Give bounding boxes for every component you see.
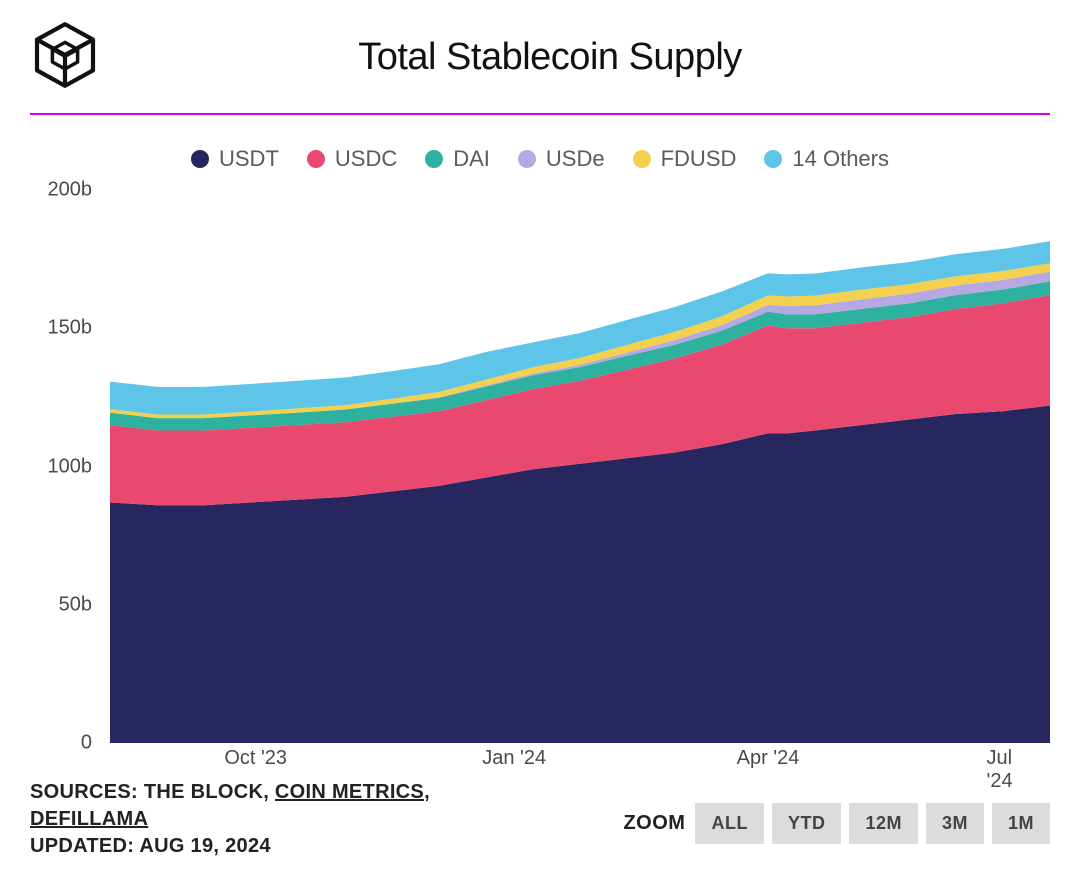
legend-item-others[interactable]: 14 Others bbox=[764, 146, 889, 172]
legend-swatch bbox=[633, 150, 651, 168]
plot-area[interactable] bbox=[110, 190, 1050, 743]
source-plain: THE BLOCK, bbox=[144, 781, 275, 803]
source-link-defillama[interactable]: DEFILLAMA bbox=[30, 808, 148, 830]
footer: SOURCES: THE BLOCK, COIN METRICS, DEFILL… bbox=[30, 779, 1050, 860]
header: Total Stablecoin Supply bbox=[30, 20, 1050, 114]
source-sep: , bbox=[424, 781, 430, 803]
x-axis: Oct '23Jan '24Apr '24Jul '24 bbox=[110, 745, 1050, 773]
legend-item-dai[interactable]: DAI bbox=[425, 146, 490, 172]
stacked-area-svg bbox=[110, 190, 1050, 743]
legend-swatch bbox=[518, 150, 536, 168]
zoom-button-ytd[interactable]: YTD bbox=[772, 803, 842, 844]
y-tick-label: 0 bbox=[81, 732, 92, 755]
x-tick-label: Jan '24 bbox=[482, 747, 546, 770]
legend-label: FDUSD bbox=[661, 146, 737, 172]
zoom-label: ZOOM bbox=[623, 812, 685, 835]
x-tick-label: Oct '23 bbox=[224, 747, 287, 770]
legend-item-usdc[interactable]: USDC bbox=[307, 146, 397, 172]
zoom-button-all[interactable]: ALL bbox=[695, 803, 764, 844]
legend-item-usde[interactable]: USDe bbox=[518, 146, 605, 172]
legend-label: USDe bbox=[546, 146, 605, 172]
chart-area: 050b100b150b200b Oct '23Jan '24Apr '24Ju… bbox=[30, 190, 1050, 773]
zoom-button-12m[interactable]: 12M bbox=[849, 803, 918, 844]
y-tick-label: 100b bbox=[48, 455, 93, 478]
legend-swatch bbox=[191, 150, 209, 168]
legend-item-usdt[interactable]: USDT bbox=[191, 146, 279, 172]
y-tick-label: 150b bbox=[48, 317, 93, 340]
sources-text: SOURCES: THE BLOCK, COIN METRICS, DEFILL… bbox=[30, 779, 430, 860]
x-tick-label: Jul '24 bbox=[987, 747, 1029, 793]
updated-text: UPDATED: AUG 19, 2024 bbox=[30, 835, 271, 857]
legend-label: DAI bbox=[453, 146, 490, 172]
y-tick-label: 50b bbox=[59, 593, 92, 616]
sources-prefix: SOURCES: bbox=[30, 781, 144, 803]
legend-label: USDC bbox=[335, 146, 397, 172]
legend-swatch bbox=[425, 150, 443, 168]
legend-item-fdusd[interactable]: FDUSD bbox=[633, 146, 737, 172]
legend: USDT USDC DAI USDe FDUSD 14 Others bbox=[30, 146, 1050, 172]
legend-label: 14 Others bbox=[792, 146, 889, 172]
legend-swatch bbox=[764, 150, 782, 168]
legend-swatch bbox=[307, 150, 325, 168]
y-axis: 050b100b150b200b bbox=[30, 190, 100, 773]
chart-title: Total Stablecoin Supply bbox=[50, 36, 1050, 79]
zoom-button-1m[interactable]: 1M bbox=[992, 803, 1050, 844]
zoom-button-3m[interactable]: 3M bbox=[926, 803, 984, 844]
zoom-controls: ZOOM ALLYTD12M3M1M bbox=[623, 803, 1050, 844]
x-tick-label: Apr '24 bbox=[737, 747, 800, 770]
y-tick-label: 200b bbox=[48, 179, 93, 202]
legend-label: USDT bbox=[219, 146, 279, 172]
source-link-coinmetrics[interactable]: COIN METRICS bbox=[275, 781, 424, 803]
